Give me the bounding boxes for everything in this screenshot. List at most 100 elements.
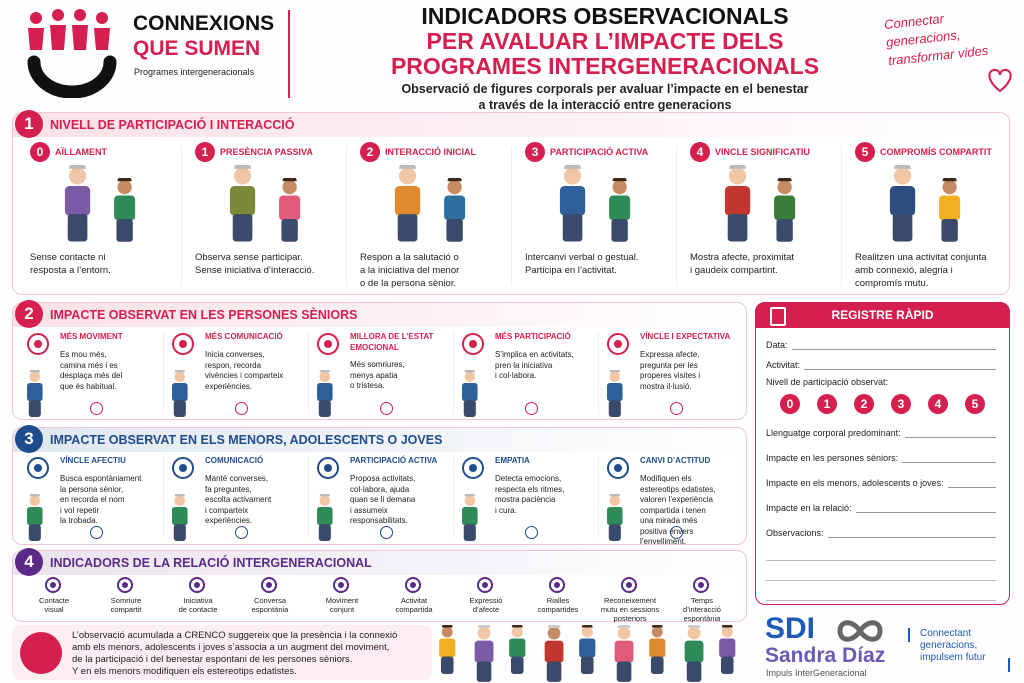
section-band <box>13 428 746 452</box>
register-field: Activitat: <box>766 360 996 370</box>
field-line <box>947 479 996 488</box>
separator <box>308 456 309 538</box>
item-text: pren la iniciativa <box>495 360 553 370</box>
separator <box>163 332 164 414</box>
section-band <box>13 303 746 327</box>
figure <box>719 625 736 674</box>
icon <box>317 457 339 479</box>
item-text: S’implica en activitats, <box>495 350 574 359</box>
indicator-label: Conversa <box>253 596 287 605</box>
indicator-label: espontània <box>251 605 289 614</box>
item-text: en recorda el nom <box>60 495 125 504</box>
level-description: Intercanvi verbal o gestual. <box>525 252 639 263</box>
icon <box>333 577 349 593</box>
item-title: EMPATIA <box>495 456 530 465</box>
figure <box>64 165 91 242</box>
figure <box>724 165 751 242</box>
item-text: fa preguntes, <box>205 484 252 494</box>
level-description: Sense iniciativa d’interacció. <box>195 265 315 276</box>
note-text: de la participació i del benestar espont… <box>72 654 353 665</box>
clipboard-icon <box>770 307 786 326</box>
item-text: i cura. <box>495 505 517 515</box>
register-field: Data: <box>766 340 996 350</box>
field-line <box>855 504 996 513</box>
smile <box>525 402 538 415</box>
figure <box>774 178 796 242</box>
item-text: responsabilitats. <box>350 516 408 525</box>
section-title: IMPACTE OBSERVAT EN ELS MENORS, ADOLESCE… <box>50 433 443 447</box>
item-text: la trobada. <box>60 516 98 525</box>
section <box>12 550 747 622</box>
item-title: MILLORA DE L’ESTAT EMOCIONAL <box>350 332 434 352</box>
level-description: Participa en l’activitat. <box>525 265 617 276</box>
separator <box>676 146 677 286</box>
separator <box>163 456 164 538</box>
indicator-label: d’interacció <box>683 605 721 614</box>
icon <box>607 457 629 479</box>
number-badge: 2 <box>854 394 874 414</box>
figure <box>317 494 333 542</box>
register-field: Observacions: <box>766 528 996 538</box>
item-text: una mirada més <box>640 516 698 525</box>
figure <box>229 165 256 242</box>
item-text: Es mou més, <box>60 350 107 359</box>
indicator-label: Reconeixement <box>603 596 657 605</box>
indicator-label: Rialles <box>546 596 570 605</box>
item-text: i assumeix <box>350 505 388 515</box>
brand-tagline: generacions, <box>920 640 978 651</box>
indicator-label: posteriors <box>613 614 647 623</box>
item-text: camina més i es <box>60 360 118 370</box>
smile <box>670 526 683 539</box>
number-badge: 2 <box>15 300 43 328</box>
title: PROGRAMES INTERGENERACIONALS <box>390 53 820 79</box>
item-text: i col·labora. <box>495 371 537 380</box>
figure <box>559 165 586 242</box>
field-label: Llenguatge corporal predominant: <box>766 428 901 438</box>
indicator-label: Temps <box>690 596 714 605</box>
brand-caption: Programes intergeneracionals <box>134 67 255 77</box>
level-description: Sense contacte ni <box>30 252 106 263</box>
level-name: INTERACCIÓ INICIAL <box>385 147 476 157</box>
number-badge: 2 <box>360 142 380 162</box>
accent-bar <box>908 628 910 642</box>
item-text: positiva envers <box>640 526 694 536</box>
item-title: MÉS MOVIMENT <box>60 332 123 341</box>
field-line <box>904 429 996 438</box>
indicator-label: de contacte <box>178 605 218 614</box>
indicator-label: Somriure <box>110 596 142 605</box>
heart-badge <box>20 632 62 674</box>
brand-acronym: SDI <box>765 612 816 645</box>
item-text: o tristesa. <box>350 381 385 390</box>
indicator-label: Contacte <box>38 596 70 605</box>
item-text: col·labora, ajuda <box>350 484 410 494</box>
figure <box>607 494 623 542</box>
register-title: REGISTRE RÀPID <box>831 308 934 322</box>
item-text: i comparteix <box>205 505 249 515</box>
field-label: Impacte en els menors, adolescents o jov… <box>766 478 944 488</box>
section-title: IMPACTE OBSERVAT EN LES PERSONES SÈNIORS <box>50 308 358 322</box>
note-text: amb els menors, adolescents i joves s’as… <box>72 642 390 653</box>
note-text: L’observació acumulada a CRENCO suggerei… <box>72 630 398 641</box>
icon <box>693 577 709 593</box>
icon <box>45 577 61 593</box>
item-text: valoren l’experiència <box>640 495 713 504</box>
icon <box>462 333 484 355</box>
brand-symbol <box>837 620 883 642</box>
smile <box>235 526 248 539</box>
number-badge: 1 <box>195 142 215 162</box>
item-text: mostra il·lusió. <box>640 381 692 391</box>
field-label: Impacte en les persones sèniors: <box>766 453 899 463</box>
item-text: Modifiquen els <box>640 474 692 483</box>
figure <box>939 178 961 242</box>
item-text: Expressa afecte, <box>640 350 700 359</box>
register-field: Impacte en la relació: <box>766 503 996 513</box>
field-line <box>766 580 996 581</box>
field-label: Activitat: <box>766 360 801 370</box>
item-text: mostra paciència <box>495 495 556 504</box>
section-band <box>13 113 1009 137</box>
item-text: respon, recorda <box>205 360 262 370</box>
item-text: properes visites i <box>640 371 701 380</box>
separator <box>598 332 599 414</box>
item-text: Més somriures, <box>350 360 405 369</box>
